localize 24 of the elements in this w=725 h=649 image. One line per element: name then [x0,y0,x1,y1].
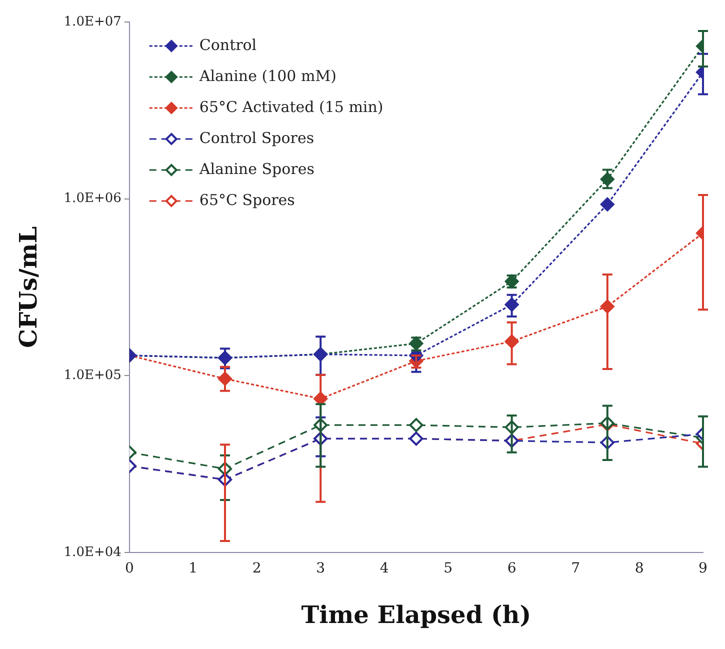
x-tick-label: 1 [188,560,198,576]
x-tick-label: 9 [698,560,708,576]
y-tick-label: 1.0E+06 [64,191,122,206]
x-tick-label: 4 [380,560,389,576]
y-tick-label: 1.0E+05 [64,368,122,383]
x-tick-label: 0 [124,560,134,576]
x-tick-label: 6 [507,560,516,576]
y-tick-label: 1.0E+07 [64,14,122,30]
x-tick-label: 8 [634,560,644,576]
x-tick-label: 5 [444,560,453,576]
x-axis-title: Time Elapsed (h) [301,600,532,629]
y-axis-title: CFUs/mL [14,226,43,348]
legend-label: Control Spores [199,128,314,147]
legend-label: 65°C Spores [199,190,295,209]
legend-label: Alanine Spores [198,160,314,178]
point [409,418,424,432]
legend-label: 65°C Activated (15 min) [199,98,384,116]
x-tick-label: 2 [252,560,262,576]
point [600,197,614,212]
x-tick-label: 3 [316,560,326,576]
legend-label: Alanine (100 mM) [198,66,336,85]
y-tick-label: 1.0E+04 [64,544,122,560]
legend-label: Control [199,36,257,54]
x-tick-label: 7 [571,560,580,576]
